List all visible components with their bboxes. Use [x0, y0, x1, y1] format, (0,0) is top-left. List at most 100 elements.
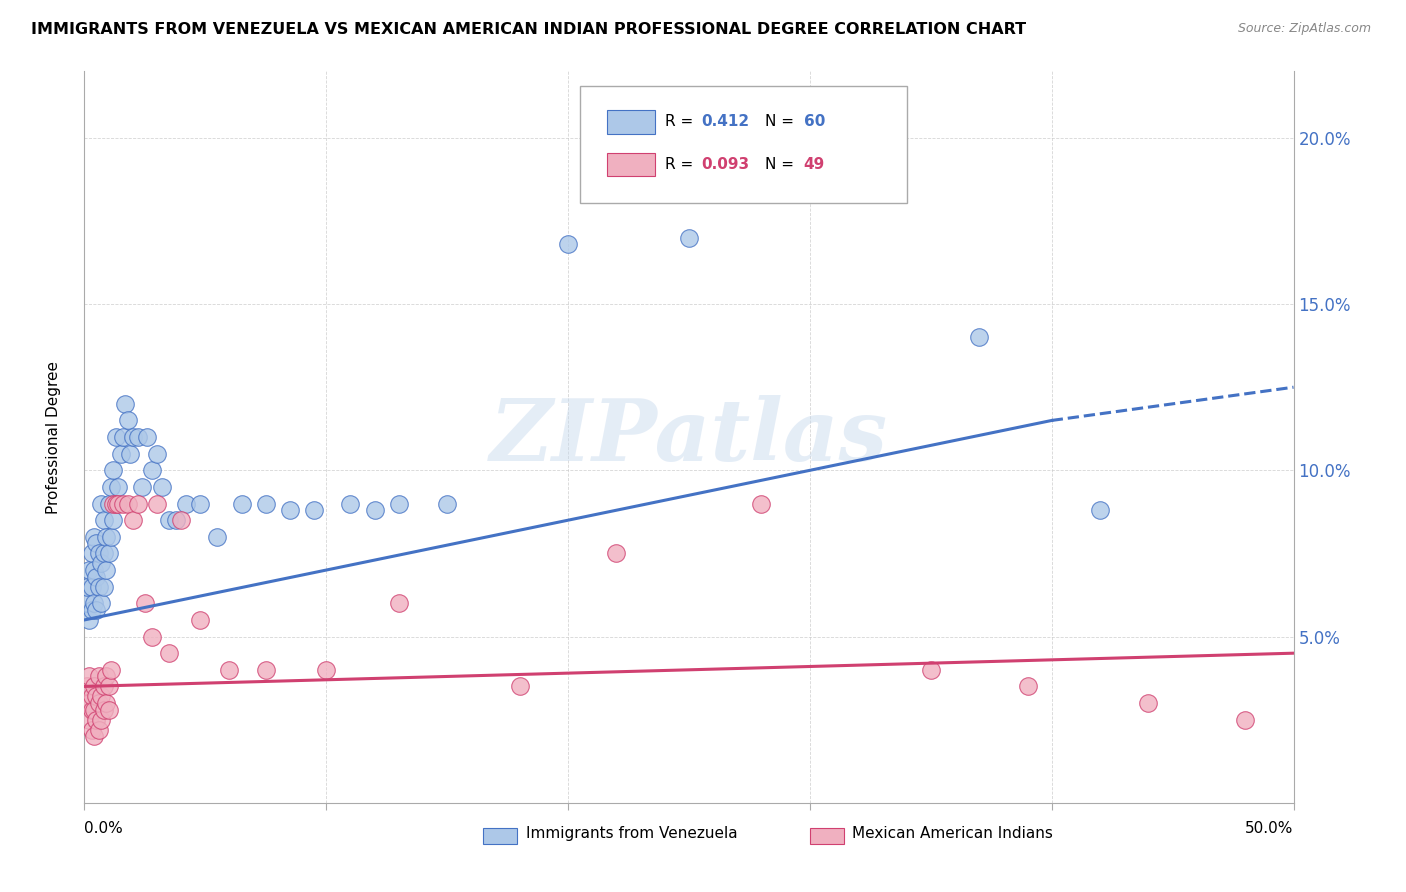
Point — [121, 513, 143, 527]
Point — [76, 680, 98, 694]
Point — [93, 546, 115, 560]
Text: 49: 49 — [804, 157, 825, 172]
Point — [150, 480, 173, 494]
Point — [146, 497, 169, 511]
Point — [93, 513, 115, 527]
FancyBboxPatch shape — [607, 153, 655, 176]
Point — [157, 646, 180, 660]
Point — [1088, 503, 1111, 517]
Point — [86, 536, 108, 550]
Point — [120, 447, 142, 461]
Point — [436, 497, 458, 511]
Point — [80, 690, 103, 704]
Text: 0.0%: 0.0% — [84, 821, 124, 836]
Text: N =: N = — [765, 157, 799, 172]
Point — [77, 669, 100, 683]
Point — [170, 513, 193, 527]
Point — [90, 713, 112, 727]
Point — [77, 563, 100, 577]
Point — [1017, 680, 1039, 694]
Point — [80, 546, 103, 560]
Point — [93, 580, 115, 594]
Text: Mexican American Indians: Mexican American Indians — [852, 826, 1053, 841]
Point — [100, 480, 122, 494]
Point — [86, 570, 108, 584]
Point — [157, 513, 180, 527]
Point — [80, 603, 103, 617]
Point — [80, 580, 103, 594]
Point — [1137, 696, 1160, 710]
Point — [83, 680, 105, 694]
Point — [76, 580, 98, 594]
Point — [83, 596, 105, 610]
Point — [103, 497, 125, 511]
Point — [93, 703, 115, 717]
Point — [90, 557, 112, 571]
Point — [127, 497, 149, 511]
Point — [77, 713, 100, 727]
Point — [87, 546, 110, 560]
Point — [86, 713, 108, 727]
Point — [87, 696, 110, 710]
Point — [87, 580, 110, 594]
Point — [302, 503, 325, 517]
Point — [86, 690, 108, 704]
Point — [103, 463, 125, 477]
Point — [86, 603, 108, 617]
Text: 0.412: 0.412 — [702, 114, 749, 129]
Point — [136, 430, 159, 444]
Point — [110, 447, 132, 461]
Point — [80, 723, 103, 737]
Point — [117, 413, 139, 427]
Point — [97, 703, 120, 717]
Point — [87, 669, 110, 683]
Point — [165, 513, 187, 527]
Point — [141, 463, 163, 477]
Point — [121, 430, 143, 444]
Point — [97, 680, 120, 694]
Point — [174, 497, 197, 511]
Point — [751, 497, 773, 511]
Point — [77, 613, 100, 627]
Point — [231, 497, 253, 511]
Y-axis label: Professional Degree: Professional Degree — [46, 360, 60, 514]
Text: R =: R = — [665, 114, 697, 129]
Point — [112, 430, 135, 444]
Text: Source: ZipAtlas.com: Source: ZipAtlas.com — [1237, 22, 1371, 36]
Point — [77, 696, 100, 710]
Point — [90, 596, 112, 610]
Point — [93, 680, 115, 694]
Point — [114, 397, 136, 411]
Point — [104, 497, 127, 511]
Point — [94, 696, 117, 710]
Point — [557, 237, 579, 252]
FancyBboxPatch shape — [607, 110, 655, 134]
FancyBboxPatch shape — [484, 829, 517, 845]
Point — [207, 530, 229, 544]
Point — [117, 497, 139, 511]
FancyBboxPatch shape — [581, 86, 907, 203]
Point — [94, 530, 117, 544]
Point — [509, 680, 531, 694]
Point — [83, 563, 105, 577]
Point — [97, 497, 120, 511]
Point — [388, 596, 411, 610]
Point — [104, 430, 127, 444]
Point — [100, 530, 122, 544]
Point — [83, 729, 105, 743]
Point — [76, 696, 98, 710]
Point — [190, 497, 212, 511]
Point — [920, 663, 942, 677]
Text: R =: R = — [665, 157, 697, 172]
Point — [83, 703, 105, 717]
Point — [80, 703, 103, 717]
Text: 0.093: 0.093 — [702, 157, 749, 172]
Point — [363, 503, 385, 517]
Point — [218, 663, 240, 677]
Point — [278, 503, 301, 517]
FancyBboxPatch shape — [810, 829, 844, 845]
Point — [146, 447, 169, 461]
Point — [1234, 713, 1257, 727]
Point — [339, 497, 361, 511]
Point — [131, 480, 153, 494]
